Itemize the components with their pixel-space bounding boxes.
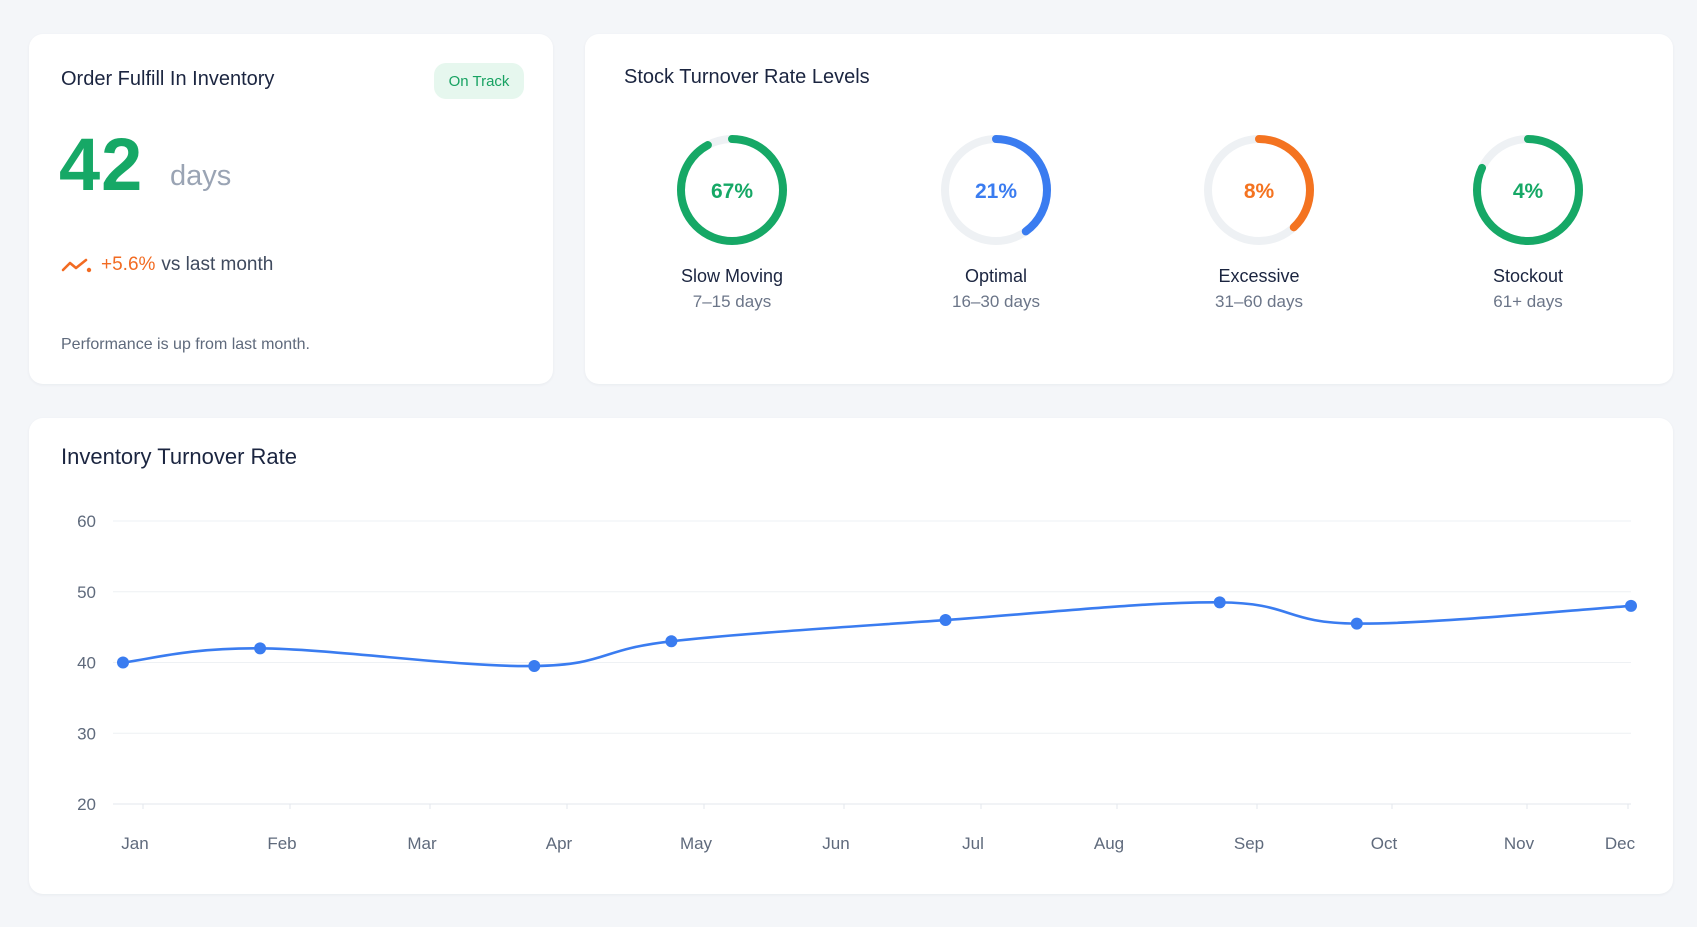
donut-gauge: 67% xyxy=(677,135,787,245)
turnover-chart-card: 60 50 40 30 20 Jan Feb Mar Apr May Jun Jul Aug Sep Oc… xyxy=(29,418,1673,894)
data-point[interactable] xyxy=(254,642,267,655)
gauge-percent: 8% xyxy=(1244,180,1275,203)
data-point[interactable] xyxy=(939,614,952,627)
x-axis-ticks: Jan Feb Mar Apr May Jun Jul Aug Sep Oct Nov Dec xyxy=(121,804,1636,853)
x-tick-label: Oct xyxy=(1371,834,1398,853)
gauge-percent: 21% xyxy=(975,180,1017,203)
x-tick-label: Mar xyxy=(407,834,437,853)
gauge-range: 16–30 days xyxy=(952,292,1040,311)
y-tick-label: 20 xyxy=(77,795,96,814)
turnover-levels-card: Stock Turnover Rate Levels 67% Slow Movi… xyxy=(585,34,1673,384)
trend-text: vs last month xyxy=(161,254,274,275)
donut-gauge: 21% xyxy=(941,135,1051,245)
y-axis-ticks: 60 50 40 30 20 xyxy=(77,512,96,814)
gauge-range: 61+ days xyxy=(1493,292,1563,311)
gauge-arc xyxy=(677,135,787,245)
fulfill-value: 42 xyxy=(59,123,144,206)
gauge-optimal: 21% Optimal 16–30 days xyxy=(896,132,1096,312)
data-point[interactable] xyxy=(528,660,541,673)
x-tick-label: Aug xyxy=(1094,834,1124,853)
gauge-percent: 67% xyxy=(711,180,753,203)
performance-note: Performance is up from last month. xyxy=(61,336,310,353)
fulfill-title: Order Fulfill In Inventory xyxy=(61,68,275,90)
turnover-line-chart: 60 50 40 30 20 Jan Feb Mar Apr May Jun Jul Aug Sep Oc… xyxy=(77,512,1637,853)
x-tick-label: Apr xyxy=(546,834,573,853)
data-point[interactable] xyxy=(665,635,678,648)
x-tick-label: May xyxy=(680,834,713,853)
gauge-arc xyxy=(1204,135,1314,245)
chart-gridlines xyxy=(113,520,1631,805)
y-tick-label: 40 xyxy=(77,654,96,673)
levels-title: Stock Turnover Rate Levels xyxy=(624,66,870,88)
y-tick-label: 30 xyxy=(77,724,96,743)
gauge-label: Optimal xyxy=(964,266,1027,286)
gauge-range: 31–60 days xyxy=(1215,292,1303,311)
gauge-label: Stockout xyxy=(1492,266,1564,286)
chart-title: Inventory Turnover Rate xyxy=(61,444,298,469)
gauge-stockout: 4% Stockout 61+ days xyxy=(1428,132,1628,312)
data-point[interactable] xyxy=(1350,617,1363,630)
x-tick-label: Nov xyxy=(1504,834,1535,853)
fulfill-card: Order Fulfill In Inventory On Track 42 d… xyxy=(29,34,553,384)
donut-gauge: 4% xyxy=(1473,135,1583,245)
gauge-arc xyxy=(941,135,1051,245)
data-point[interactable] xyxy=(117,656,129,669)
gauge-label: Slow Moving xyxy=(680,266,784,286)
x-tick-label: Sep xyxy=(1234,834,1264,853)
series-points xyxy=(117,596,1637,673)
gauge-excessive: 8% Excessive 31–60 days xyxy=(1159,132,1359,312)
y-tick-label: 50 xyxy=(77,583,96,602)
y-tick-label: 60 xyxy=(77,512,96,531)
x-tick-label: Feb xyxy=(267,834,296,853)
gauge-slow-moving: 67% Slow Moving 7–15 days xyxy=(632,132,832,312)
data-point[interactable] xyxy=(1213,596,1226,609)
trend-up-icon xyxy=(61,258,92,273)
x-tick-label: Jan xyxy=(121,834,148,853)
gauge-range: 7–15 days xyxy=(692,292,772,311)
x-tick-label: Jun xyxy=(822,834,849,853)
fulfill-unit: days xyxy=(170,160,232,192)
data-point[interactable] xyxy=(1625,599,1637,612)
x-tick-label: Jul xyxy=(962,834,984,853)
status-badge: On Track xyxy=(434,63,524,99)
gauge-percent: 4% xyxy=(1513,180,1544,203)
gauge-label: Excessive xyxy=(1218,266,1300,286)
gauge-arc xyxy=(1473,135,1583,245)
trend-value: +5.6% xyxy=(101,254,156,275)
donut-gauge: 8% xyxy=(1204,135,1314,245)
x-tick-label: Dec xyxy=(1605,834,1636,853)
trend-row: +5.6% vs last month xyxy=(61,254,273,276)
series-line xyxy=(122,601,1632,668)
